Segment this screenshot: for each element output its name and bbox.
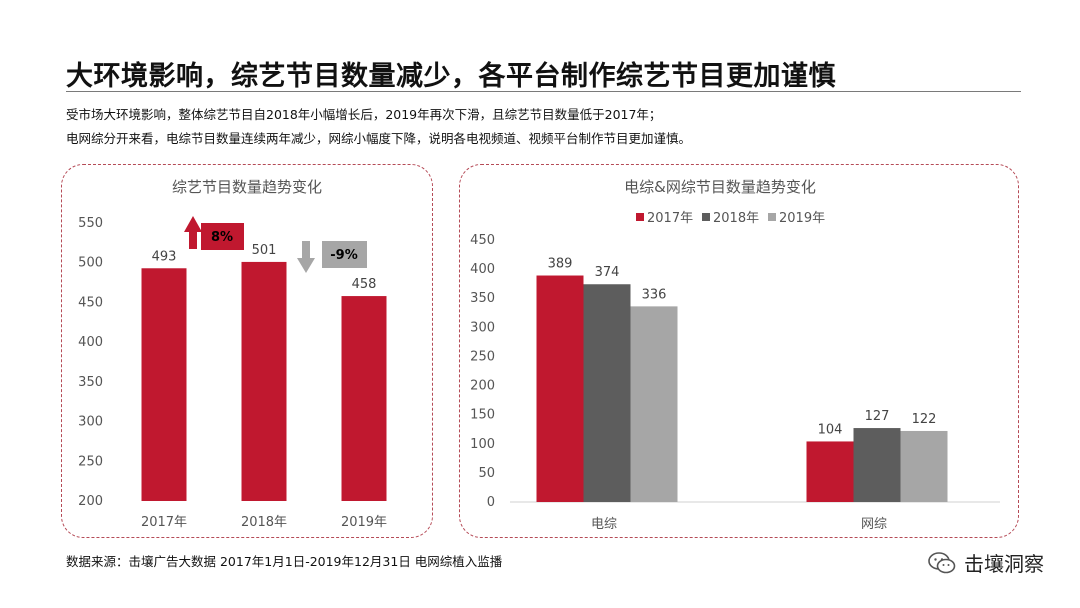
data-label: 104 xyxy=(818,422,843,437)
legend-swatch xyxy=(768,213,776,221)
y-tick-label: 400 xyxy=(78,335,103,350)
x-tick-label: 2017年 xyxy=(141,515,187,530)
growth-badge xyxy=(201,223,244,250)
chart-title: 综艺节目数量趋势变化 xyxy=(172,178,322,196)
data-label: 336 xyxy=(642,287,667,302)
data-label: 493 xyxy=(152,249,177,264)
bar-2019年 xyxy=(341,296,387,501)
y-tick-label: 0 xyxy=(487,495,495,510)
bar-2018年 xyxy=(241,261,287,501)
bar-电综-2018年 xyxy=(583,284,631,502)
growth-label: 8% xyxy=(211,230,233,245)
subtitle-line-1: 受市场大环境影响，整体综艺节目自2018年小幅增长后，2019年再次下滑，且综艺… xyxy=(66,107,662,122)
bar-网综-2017年 xyxy=(806,441,854,502)
x-tick-label: 网综 xyxy=(861,517,887,532)
y-tick-label: 350 xyxy=(470,291,495,306)
bar-电综-2019年 xyxy=(630,306,678,502)
y-tick-label: 50 xyxy=(478,466,495,481)
data-label: 458 xyxy=(352,277,377,292)
x-tick-label: 电综 xyxy=(591,517,617,532)
page-title: 大环境影响，综艺节目数量减少，各平台制作综艺节目更加谨慎 xyxy=(66,61,836,92)
y-tick-label: 250 xyxy=(78,454,103,469)
legend-swatch xyxy=(636,213,644,221)
decline-label: -9% xyxy=(330,248,357,263)
total-trend-chart: 综艺节目数量趋势变化 200 250 300 350 400 450 500 550 493 201… xyxy=(78,178,387,530)
y-tick-label: 250 xyxy=(470,349,495,364)
data-label: 122 xyxy=(912,412,937,427)
bar-2017年 xyxy=(141,268,187,501)
y-tick-label: 350 xyxy=(78,375,103,390)
bar-网综-2019年 xyxy=(900,430,948,502)
x-tick-label: 2019年 xyxy=(341,515,387,530)
y-tick-label: 400 xyxy=(470,262,495,277)
y-tick-label: 200 xyxy=(78,494,103,509)
x-tick-label: 2018年 xyxy=(241,515,287,530)
tv-web-trend-chart: 电综&网综节目数量趋势变化 2017年 2018年 2019年 0 50 100 150 200… xyxy=(470,178,1000,532)
total-trend-panel xyxy=(61,164,433,538)
y-tick-label: 100 xyxy=(470,437,495,452)
brand-mark: 击壤洞察 xyxy=(928,548,1044,577)
legend-label: 2018年 xyxy=(713,211,759,226)
bar-网综-2018年 xyxy=(853,428,901,502)
title-divider xyxy=(66,91,1021,92)
data-label: 374 xyxy=(595,265,620,280)
chart-title: 电综&网综节目数量趋势变化 xyxy=(624,178,816,196)
legend-label: 2019年 xyxy=(779,211,825,226)
down-arrow-icon xyxy=(297,241,315,273)
legend-swatch xyxy=(702,213,710,221)
y-tick-label: 450 xyxy=(78,295,103,310)
subtitle-line-2: 电网综分开来看，电综节目数量连续两年减少，网综小幅度下降，说明各电视频道、视频平… xyxy=(66,131,692,146)
brand-name: 击壤洞察 xyxy=(964,552,1044,576)
data-label: 501 xyxy=(252,243,277,258)
data-source-note: 数据来源：击壤广告大数据 2017年1月1日-2019年12月31日 电网综植入… xyxy=(66,554,503,569)
bar-电综-2017年 xyxy=(536,275,584,502)
wechat-icon xyxy=(928,551,956,573)
legend-label: 2017年 xyxy=(647,211,693,226)
tv-web-trend-panel xyxy=(459,164,1019,538)
decline-badge xyxy=(322,241,367,268)
data-label: 389 xyxy=(548,257,573,272)
y-tick-label: 200 xyxy=(470,379,495,394)
up-arrow-icon xyxy=(184,216,202,249)
y-tick-label: 550 xyxy=(78,216,103,231)
y-tick-label: 300 xyxy=(470,320,495,335)
y-tick-label: 150 xyxy=(470,408,495,423)
y-tick-label: 450 xyxy=(470,233,495,248)
y-tick-label: 300 xyxy=(78,415,103,430)
y-tick-label: 500 xyxy=(78,256,103,271)
data-label: 127 xyxy=(865,409,890,424)
